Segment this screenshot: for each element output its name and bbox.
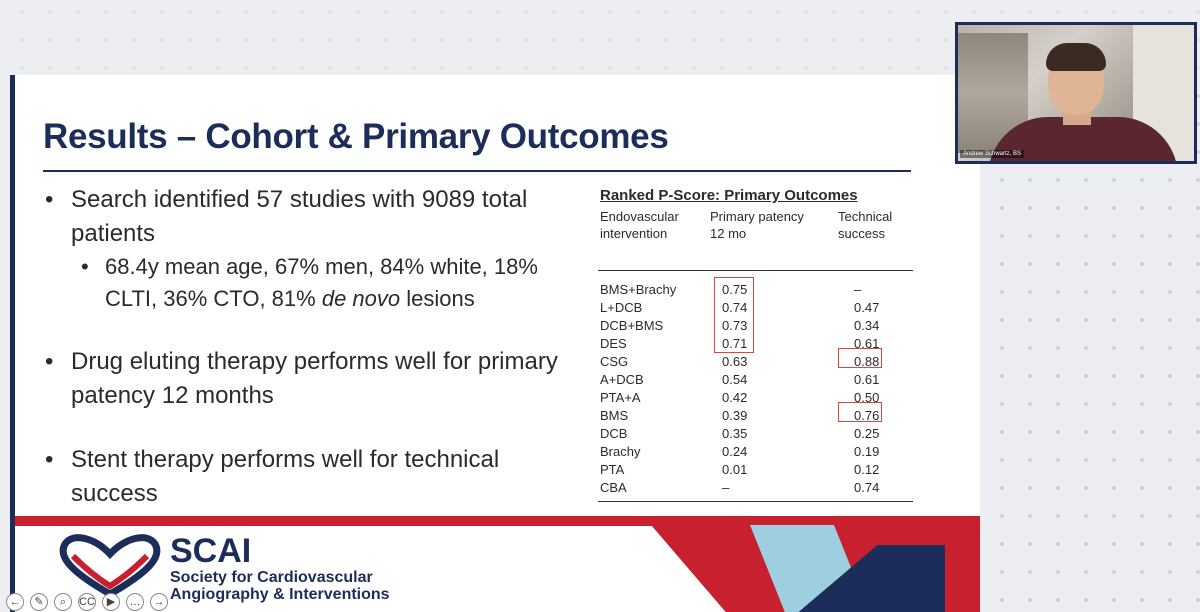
presenter-name: Andrew Schwartz, BS <box>960 150 1025 158</box>
cell-technical: 0.88 <box>854 354 880 369</box>
brand-name: SCAI <box>170 532 252 570</box>
scai-heart-logo <box>59 534 161 598</box>
cell-intervention: CSG <box>600 354 629 369</box>
cell-patency: 0.35 <box>722 426 748 441</box>
cell-technical: 0.47 <box>854 300 880 315</box>
pscore-table: Ranked P-Score: Primary Outcomes Endovas… <box>598 187 913 502</box>
cell-patency: 0.74 <box>722 300 748 315</box>
table-row: DES 0.71 0.61 <box>598 335 913 353</box>
camera-icon[interactable]: ▶ <box>102 593 120 611</box>
cell-patency: 0.73 <box>722 318 748 333</box>
cell-technical: 0.61 <box>854 372 880 387</box>
table-row: L+DCB 0.74 0.47 <box>598 299 913 317</box>
table-row: Brachy 0.24 0.19 <box>598 443 913 461</box>
cell-patency: 0.42 <box>722 390 748 405</box>
cell-intervention: Brachy <box>600 444 641 459</box>
captions-icon[interactable]: CC <box>78 593 96 611</box>
table-row: A+DCB 0.54 0.61 <box>598 371 913 389</box>
cell-patency: 0.71 <box>722 336 748 351</box>
header-technical: Technical success <box>838 209 893 241</box>
cell-patency: 0.54 <box>722 372 748 387</box>
cell-patency: 0.75 <box>722 282 748 297</box>
presenter-hair <box>1046 43 1106 71</box>
header-intervention: Endovascular intervention <box>600 209 679 241</box>
more-icon[interactable]: … <box>126 593 144 611</box>
cell-intervention: DES <box>600 336 627 351</box>
slide-title: Results – Cohort & Primary Outcomes <box>43 117 669 156</box>
table-row: PTA 0.01 0.12 <box>598 461 913 479</box>
demographics-italic: de novo <box>321 286 401 311</box>
table-body: BMS+Brachy 0.75 – L+DCB 0.74 0.47 DCB+BMS 0.73 0… <box>598 281 913 497</box>
cell-technical: 0.61 <box>854 336 880 351</box>
cell-technical: 0.19 <box>854 444 880 459</box>
cell-patency: 0.24 <box>722 444 748 459</box>
webcam-tile[interactable]: Andrew Schwartz, BS <box>955 22 1197 164</box>
cell-intervention: BMS <box>600 408 629 423</box>
header-patency: Primary patency 12 mo <box>710 209 804 241</box>
cell-patency: – <box>722 480 730 495</box>
cell-intervention: A+DCB <box>600 372 644 387</box>
cell-technical: 0.12 <box>854 462 880 477</box>
zoom-icon[interactable]: ⌕ <box>54 593 72 611</box>
table-title: Ranked P-Score: Primary Outcomes <box>600 187 858 204</box>
bullet-drug-eluting: Drug eluting therapy performs well for p… <box>45 345 585 413</box>
cell-intervention: PTA <box>600 462 625 477</box>
cell-intervention: DCB <box>600 426 628 441</box>
back-arrow-icon[interactable]: ← <box>6 593 24 611</box>
cell-technical: 0.34 <box>854 318 880 333</box>
cell-technical: 0.25 <box>854 426 880 441</box>
cell-technical: 0.76 <box>854 408 880 423</box>
cell-intervention: L+DCB <box>600 300 643 315</box>
footer-rule <box>598 501 913 502</box>
forward-arrow-icon[interactable]: → <box>150 593 168 611</box>
title-underline <box>43 170 911 172</box>
table-row: CBA – 0.74 <box>598 479 913 497</box>
highlight-csg-technical <box>838 348 882 368</box>
cell-intervention: CBA <box>600 480 627 495</box>
brand-line-1: Society for Cardiovascular <box>170 569 373 586</box>
table-row: PTA+A 0.42 0.50 <box>598 389 913 407</box>
scai-brand: SCAI Society for Cardiovascular Angiogra… <box>170 533 390 603</box>
table-header: Endovascular intervention Primary patenc… <box>598 208 913 268</box>
pen-icon[interactable]: ✎ <box>30 593 48 611</box>
cell-intervention: BMS+Brachy <box>600 282 677 297</box>
bullet-stent: Stent therapy performs well for technica… <box>45 443 585 511</box>
cell-patency: 0.01 <box>722 462 748 477</box>
presenter-controls: ← ✎ ⌕ CC ▶ … → <box>6 593 168 611</box>
table-row: DCB 0.35 0.25 <box>598 425 913 443</box>
cell-patency: 0.39 <box>722 408 748 423</box>
cell-technical: 0.74 <box>854 480 880 495</box>
bullet-demographics: 68.4y mean age, 67% men, 84% white, 18% … <box>45 251 585 315</box>
table-row: DCB+BMS 0.73 0.34 <box>598 317 913 335</box>
table-row: BMS 0.39 0.76 <box>598 407 913 425</box>
bullet-list: Search identified 57 studies with 9089 t… <box>45 183 585 511</box>
slide: Results – Cohort & Primary Outcomes Sear… <box>10 75 980 612</box>
cell-technical: – <box>854 282 862 297</box>
highlight-bms-technical <box>838 402 882 422</box>
bullet-studies: Search identified 57 studies with 9089 t… <box>45 183 585 251</box>
demographics-after: lesions <box>400 286 475 311</box>
brand-line-2: Angiography & Interventions <box>170 586 390 603</box>
table-row: BMS+Brachy 0.75 – <box>598 281 913 299</box>
cell-intervention: DCB+BMS <box>600 318 664 333</box>
highlight-patency-top4 <box>714 277 754 353</box>
demographics-before: 68.4y mean age, 67% men, 84% white, 18% … <box>105 254 538 311</box>
table-row: CSG 0.63 0.88 <box>598 353 913 371</box>
header-rule <box>598 270 913 271</box>
cell-technical: 0.50 <box>854 390 880 405</box>
cell-intervention: PTA+A <box>600 390 641 405</box>
cell-patency: 0.63 <box>722 354 748 369</box>
